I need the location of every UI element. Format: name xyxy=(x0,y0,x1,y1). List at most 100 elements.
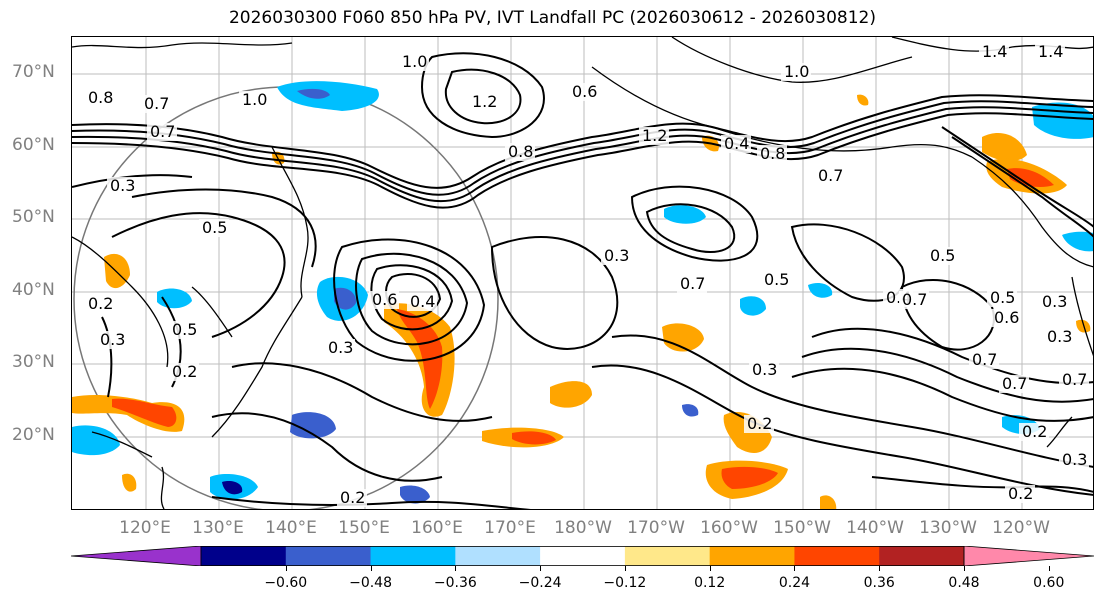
lon-label-130e: 130°E xyxy=(192,518,244,538)
colorbar-segment xyxy=(879,546,965,566)
colorbar-tick-label: 0.24 xyxy=(778,575,811,591)
contour-label-bg xyxy=(469,93,499,111)
contour-label-bg xyxy=(369,291,399,309)
contour-label: 0.3 xyxy=(752,360,777,379)
lon-label-150w: 150°W xyxy=(773,518,831,538)
contour-label-bg xyxy=(147,123,177,141)
colorbar-extend-high xyxy=(963,546,1094,566)
contour-label-bg xyxy=(991,309,1021,327)
colorbar-segment xyxy=(455,546,541,566)
contour-label: 0.2 xyxy=(172,362,197,381)
blob-red-k xyxy=(122,473,137,492)
contour-label: 0.7 xyxy=(144,94,169,113)
contour-label-bg xyxy=(744,415,774,433)
colorbar-tick-label: 0.12 xyxy=(694,575,726,591)
colorbar-segment xyxy=(201,546,287,566)
contour-label: 0.4 xyxy=(410,292,435,311)
contour-label: 0.3 xyxy=(1047,327,1072,346)
colorbar-tick-label: −0.36 xyxy=(433,575,477,591)
colorbar-segment xyxy=(285,546,372,566)
contour-label-bg xyxy=(325,339,355,357)
contour-label-bg xyxy=(169,363,199,381)
gridlines xyxy=(72,37,1093,509)
lon-label-130w: 130°W xyxy=(919,518,977,538)
blob-blue-f xyxy=(72,425,120,456)
colorbar-segment xyxy=(540,546,626,566)
colorbar-tick-mark xyxy=(285,566,287,571)
contour-label: 0.7 xyxy=(1062,370,1087,389)
lon-label-160w: 160°W xyxy=(700,518,758,538)
contour-label: 0.2 xyxy=(1008,484,1033,503)
lon-label-120w: 120°W xyxy=(992,518,1050,538)
contour-labels: 1.0 0.8 0.7 0.7 0.3 0.5 0.2 0.3 0.5 0.2 1.0 1.2 0.8 0… xyxy=(85,42,1089,507)
contour-label: 0.2 xyxy=(88,294,113,313)
lon-label-170e: 170°E xyxy=(484,518,536,538)
contour-label: 0.7 xyxy=(972,350,997,369)
blob-blue-h xyxy=(400,485,430,504)
contour-label-bg xyxy=(1005,485,1035,503)
pv-contours xyxy=(72,52,1093,509)
blob-red-h xyxy=(982,133,1027,162)
contour-label-bg xyxy=(505,143,535,161)
contour-label-bg xyxy=(85,89,115,107)
contour-label-bg xyxy=(899,291,929,309)
colorbar-segment xyxy=(794,546,880,566)
contour-label-bg xyxy=(639,127,669,145)
contour-label-bg xyxy=(969,351,999,369)
contour-label: 0.3 xyxy=(1042,292,1067,311)
blob-red-a-core xyxy=(397,309,443,409)
contour-label-bg xyxy=(601,247,631,265)
lon-label-140w: 140°W xyxy=(846,518,904,538)
lat-label-50n: 50°N xyxy=(12,207,55,227)
contour-label: 0.7 xyxy=(1002,374,1027,393)
coastlines xyxy=(72,37,1093,509)
contour-label: 0.2 xyxy=(1022,422,1047,441)
contour-label-bg xyxy=(1044,328,1074,346)
contour-label: 0.3 xyxy=(1062,450,1087,469)
map-panel: 1.0 0.8 0.7 0.7 0.3 0.5 0.2 0.3 0.5 0.2 1.0 1.2 0.8 0… xyxy=(71,36,1094,510)
contour-label: 1.0 xyxy=(784,62,809,81)
blob-blue-c-core xyxy=(334,287,357,310)
contour-label-bg xyxy=(85,295,115,313)
colorbar-outline xyxy=(200,546,965,566)
contour-label-bg xyxy=(199,219,229,237)
colorbar-tick-mark xyxy=(624,566,626,571)
blob-red-c-core xyxy=(512,431,556,445)
contour-label: 1.0 xyxy=(242,90,267,109)
blob-red-d xyxy=(550,381,592,408)
contour-label-bg xyxy=(1019,423,1049,441)
contour-label-bg xyxy=(1039,293,1069,311)
lon-label-120e: 120°E xyxy=(119,518,171,538)
lat-label-20n: 20°N xyxy=(12,425,55,445)
contour-label: 0.4 xyxy=(724,134,749,153)
contour-label-bg xyxy=(757,145,787,163)
contour-label-bg xyxy=(721,135,751,153)
blob-red-f-core xyxy=(721,466,778,489)
blob-red-b-core xyxy=(112,398,177,427)
contour-label-bg xyxy=(1059,451,1089,469)
contour-label: 0.7 xyxy=(902,290,927,309)
contour-label: 1.0 xyxy=(402,52,427,71)
contour-label-bg xyxy=(815,167,845,185)
contour-label: 0.2 xyxy=(747,414,772,433)
colorbar xyxy=(71,546,1094,566)
contour-label-bg xyxy=(987,289,1017,307)
colorbar-tick-label: −0.60 xyxy=(264,575,308,591)
contour-label: 1.2 xyxy=(642,126,667,145)
lat-label-70n: 70°N xyxy=(12,62,55,82)
colorbar-tick-mark xyxy=(964,566,965,571)
lon-label-170w: 170°W xyxy=(627,518,685,538)
blob-red-j xyxy=(104,253,130,289)
blob-blue-g-core xyxy=(222,481,243,495)
contour-label: 0.8 xyxy=(760,144,785,163)
blob-blue-n xyxy=(682,404,699,417)
contour-label-bg xyxy=(979,43,1009,61)
contour-label-bg xyxy=(407,293,437,311)
contour-label: 0.6 xyxy=(572,82,597,101)
blob-red-e xyxy=(662,323,704,352)
contour-label: 0.3 xyxy=(328,338,353,357)
map-title: 2026030300 F060 850 hPa PV, IVT Landfall… xyxy=(228,8,876,28)
blob-blue-i xyxy=(664,205,706,224)
lat-label-40n: 40°N xyxy=(12,280,55,300)
contour-label-bg xyxy=(677,275,707,293)
